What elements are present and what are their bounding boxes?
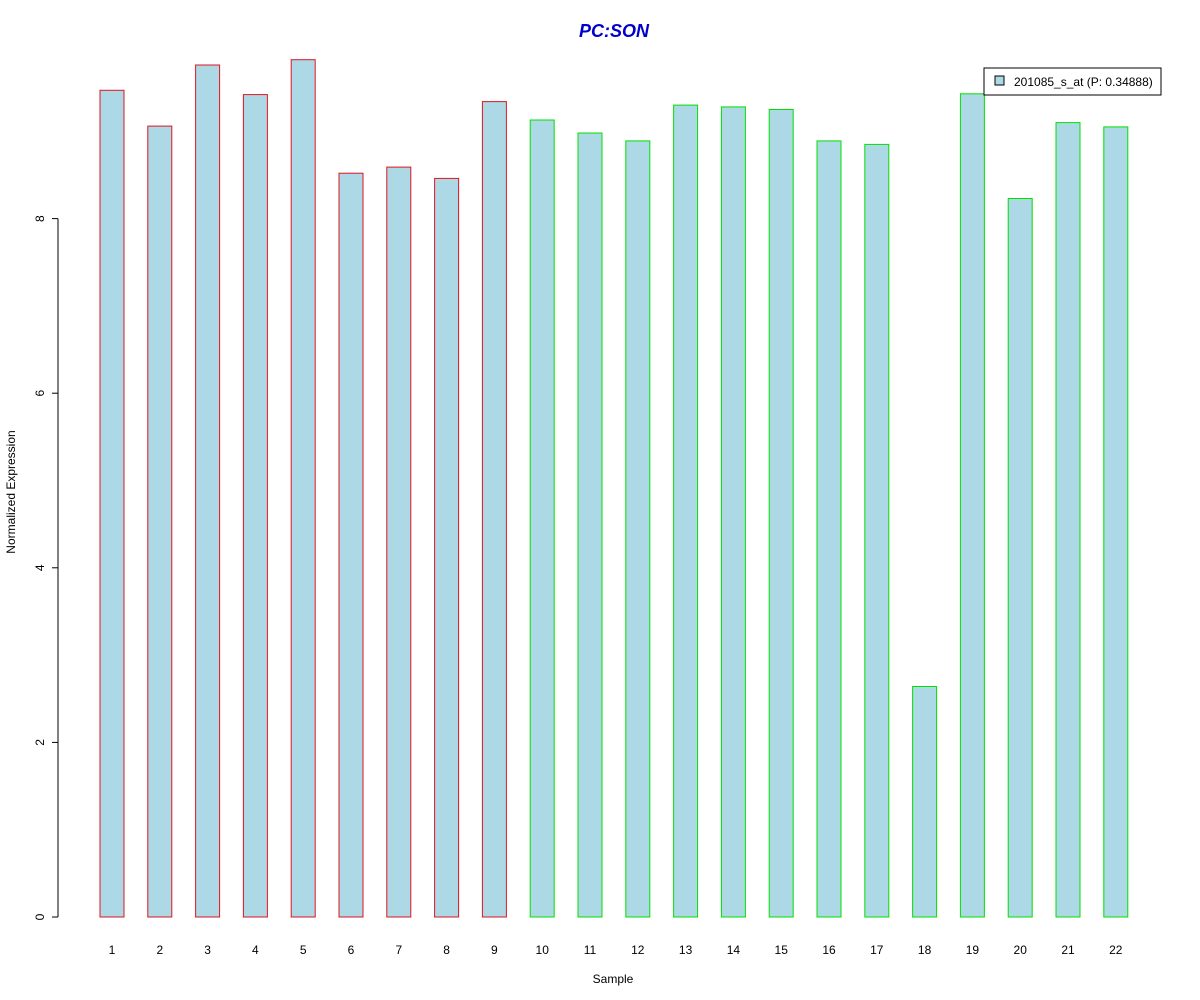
bar-sample-9	[481, 101, 507, 918]
x-tick-label: 9	[491, 943, 498, 957]
y-tick-label: 2	[33, 739, 47, 746]
x-tick-label: 17	[870, 943, 884, 957]
y-tick-label: 8	[33, 215, 47, 222]
bar-sample-4	[242, 94, 268, 918]
bar-sample-3	[195, 64, 221, 918]
x-tick-label: 13	[679, 943, 693, 957]
x-tick-label: 10	[536, 943, 550, 957]
bar-sample-20	[1007, 198, 1033, 918]
legend-box	[983, 67, 1162, 96]
bar-sample-19	[959, 93, 985, 918]
x-tick-label: 3	[204, 943, 211, 957]
bar-sample-8	[434, 177, 460, 918]
bar-sample-16	[816, 140, 842, 918]
x-tick-label: 21	[1061, 943, 1075, 957]
x-tick-label: 18	[918, 943, 932, 957]
bar-sample-12	[625, 140, 651, 918]
x-tick-label: 1	[109, 943, 116, 957]
x-tick-label: 7	[395, 943, 402, 957]
y-axis: 0 2 4 6 8	[33, 215, 59, 920]
bar-sample-6	[338, 172, 364, 918]
bar-sample-22	[1103, 126, 1129, 918]
bar-sample-18	[912, 686, 938, 918]
x-tick-label: 8	[443, 943, 450, 957]
x-tick-label: 16	[822, 943, 836, 957]
bar-sample-13	[673, 104, 699, 918]
x-tick-label: 11	[584, 943, 597, 957]
bar-sample-15	[768, 109, 794, 918]
bar-sample-5	[290, 59, 316, 918]
y-tick-label: 0	[33, 913, 47, 920]
x-tick-label: 2	[156, 943, 163, 957]
x-tick-label: 6	[348, 943, 355, 957]
y-axis-title: Normalized Expression	[4, 430, 18, 553]
bar-sample-11	[577, 132, 603, 918]
y-tick-label: 4	[33, 564, 47, 571]
x-tick-label: 5	[300, 943, 307, 957]
x-tick-label: 22	[1109, 943, 1123, 957]
bar-sample-21	[1055, 122, 1081, 918]
legend-label: 201085_s_at (P: 0.34888)	[1014, 75, 1153, 89]
bar-sample-17	[864, 143, 890, 918]
x-tick-label: 14	[727, 943, 741, 957]
x-tick-label: 12	[631, 943, 645, 957]
legend: 201085_s_at (P: 0.34888)	[983, 67, 1162, 96]
x-tick-label: 15	[775, 943, 789, 957]
x-tick-labels: 1 2 3 4 5 6 7 8 9 10 11 12 13 14 15 16 17 18 19 20 21 22	[109, 943, 1123, 957]
bar-sample-1	[99, 89, 125, 918]
chart-title: PC:SON	[579, 21, 650, 41]
x-tick-label: 4	[252, 943, 259, 957]
x-axis-title: Sample	[593, 972, 634, 986]
bar-sample-7	[386, 166, 412, 918]
bar-sample-14	[720, 106, 746, 918]
bar-sample-2	[147, 125, 173, 918]
bar-sample-10	[529, 119, 555, 918]
bars-group	[99, 59, 1129, 918]
y-tick-label: 6	[33, 390, 47, 397]
x-tick-label: 19	[966, 943, 980, 957]
legend-swatch	[994, 75, 1005, 86]
x-tick-label: 20	[1014, 943, 1028, 957]
